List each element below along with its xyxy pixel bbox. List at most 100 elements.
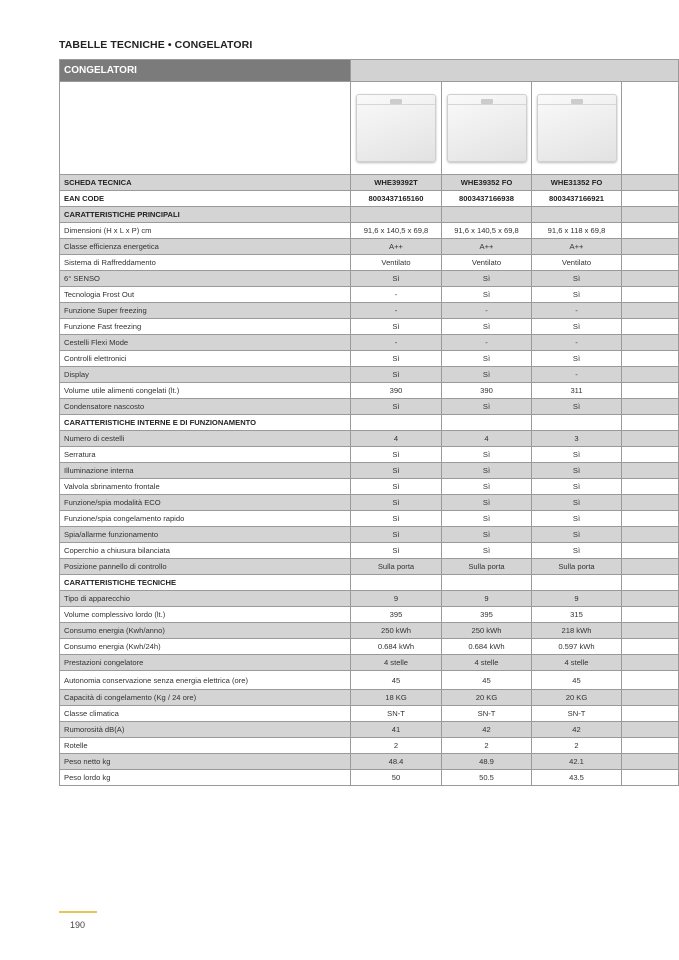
row-value: 20 KG [531, 689, 622, 706]
section-row: SCHEDA TECNICA WHE39392T WHE39352 FO WHE313… [59, 174, 679, 191]
row-value: Sì [441, 446, 532, 463]
row-value: 250 kWh [350, 622, 442, 639]
footer-accent-line [59, 911, 97, 913]
row-value: 315 [531, 606, 622, 623]
row-value: 395 [441, 606, 532, 623]
product-image-cell [441, 81, 532, 175]
row-label: Numero di cestelli [59, 430, 351, 447]
empty-cell [59, 81, 351, 175]
row-label: Valvola sbrinamento frontale [59, 478, 351, 495]
row-value: Sì [531, 510, 622, 527]
row-label: Consumo energia (Kwh/24h) [59, 638, 351, 655]
empty-cell [621, 238, 679, 255]
row-value: 9 [350, 590, 442, 607]
row-value: Sì [350, 478, 442, 495]
row-value: 4 stelle [350, 654, 442, 671]
table-row: Funzione Fast freezing Sì Sì Sì [59, 318, 679, 335]
row-value: Sì [531, 270, 622, 287]
row-value: Sì [441, 350, 532, 367]
row-value: 250 kWh [441, 622, 532, 639]
chest-freezer-image [446, 94, 527, 162]
table-row: Sistema di Raffreddamento Ventilato Ventil… [59, 254, 679, 271]
table-row: Tecnologia Frost Out - Sì Sì [59, 286, 679, 303]
row-value: Sì [531, 446, 622, 463]
empty-cell [621, 254, 679, 271]
row-value: Sulla porta [441, 558, 532, 575]
row-value: WHE31352 FO [531, 174, 622, 191]
empty-cell [621, 622, 679, 639]
empty-cell [621, 286, 679, 303]
row-label: Tipo di apparecchio [59, 590, 351, 607]
table-row: Rotelle 2 2 2 [59, 737, 679, 754]
empty-cell [621, 526, 679, 543]
row-value [350, 414, 442, 431]
row-label: Tecnologia Frost Out [59, 286, 351, 303]
row-value: Sì [350, 446, 442, 463]
row-value: 41 [350, 721, 442, 738]
row-value: Sì [531, 526, 622, 543]
row-value: Sì [531, 350, 622, 367]
row-label: CARATTERISTICHE PRINCIPALI [59, 206, 351, 223]
row-label: Volume complessivo lordo (lt.) [59, 606, 351, 623]
table-row: Controlli elettronici Sì Sì Sì [59, 350, 679, 367]
row-label: Posizione pannello di controllo [59, 558, 351, 575]
row-label: Spia/allarme funzionamento [59, 526, 351, 543]
table-row: Display Sì Sì - [59, 366, 679, 383]
empty-cell [621, 721, 679, 738]
empty-cell [621, 638, 679, 655]
row-value: Sì [350, 366, 442, 383]
row-value: Sì [441, 494, 532, 511]
specs-table: CONGELATORI SCHEDA TECNICA WHE39392T WHE39… [59, 59, 679, 786]
row-value: Sì [531, 286, 622, 303]
row-value: 4 stelle [531, 654, 622, 671]
empty-cell [621, 542, 679, 559]
row-value: 18 KG [350, 689, 442, 706]
row-value: - [350, 286, 442, 303]
row-label: CARATTERISTICHE INTERNE E DI FUNZIONAMEN… [59, 414, 351, 431]
row-value: Sì [531, 462, 622, 479]
row-value: Sì [441, 286, 532, 303]
row-value: Sì [350, 542, 442, 559]
row-value: Sì [441, 526, 532, 543]
row-value: Sulla porta [531, 558, 622, 575]
chest-freezer-image [536, 94, 617, 162]
row-value [441, 574, 532, 591]
row-value [441, 206, 532, 223]
table-row: Serratura Sì Sì Sì [59, 446, 679, 463]
empty-cell [621, 398, 679, 415]
row-value: 45 [531, 670, 622, 690]
row-value: Sì [531, 398, 622, 415]
empty-cell [621, 190, 679, 207]
row-value: SN-T [350, 705, 442, 722]
row-value: 3 [531, 430, 622, 447]
table-row: Condensatore nascosto Sì Sì Sì [59, 398, 679, 415]
row-value: 43.5 [531, 769, 622, 786]
table-row: Peso netto kg 48.4 48.9 42.1 [59, 753, 679, 770]
row-value: 91,6 x 140,5 x 69,8 [350, 222, 442, 239]
row-value: Sì [350, 350, 442, 367]
empty-cell [621, 606, 679, 623]
row-value: Sì [350, 526, 442, 543]
row-value: Sì [350, 494, 442, 511]
row-value: Sì [350, 270, 442, 287]
empty-cell [621, 222, 679, 239]
table-row: Tipo di apparecchio 9 9 9 [59, 590, 679, 607]
row-value: Sì [531, 542, 622, 559]
row-value: Ventilato [441, 254, 532, 271]
row-value: 4 [350, 430, 442, 447]
row-label: 6° SENSO [59, 270, 351, 287]
row-value: Sì [350, 462, 442, 479]
empty-cell [621, 590, 679, 607]
row-label: Peso lordo kg [59, 769, 351, 786]
row-value: Sì [441, 542, 532, 559]
empty-cell [621, 558, 679, 575]
row-value: Sì [350, 398, 442, 415]
table-row: Posizione pannello di controllo Sulla por… [59, 558, 679, 575]
product-images-row [59, 81, 679, 175]
row-value: Sì [531, 478, 622, 495]
empty-cell [621, 430, 679, 447]
row-label: Illuminazione interna [59, 462, 351, 479]
table-row: Capacità di congelamento (Kg / 24 ore) 18… [59, 689, 679, 706]
row-value: Sì [531, 318, 622, 335]
row-value: 390 [441, 382, 532, 399]
